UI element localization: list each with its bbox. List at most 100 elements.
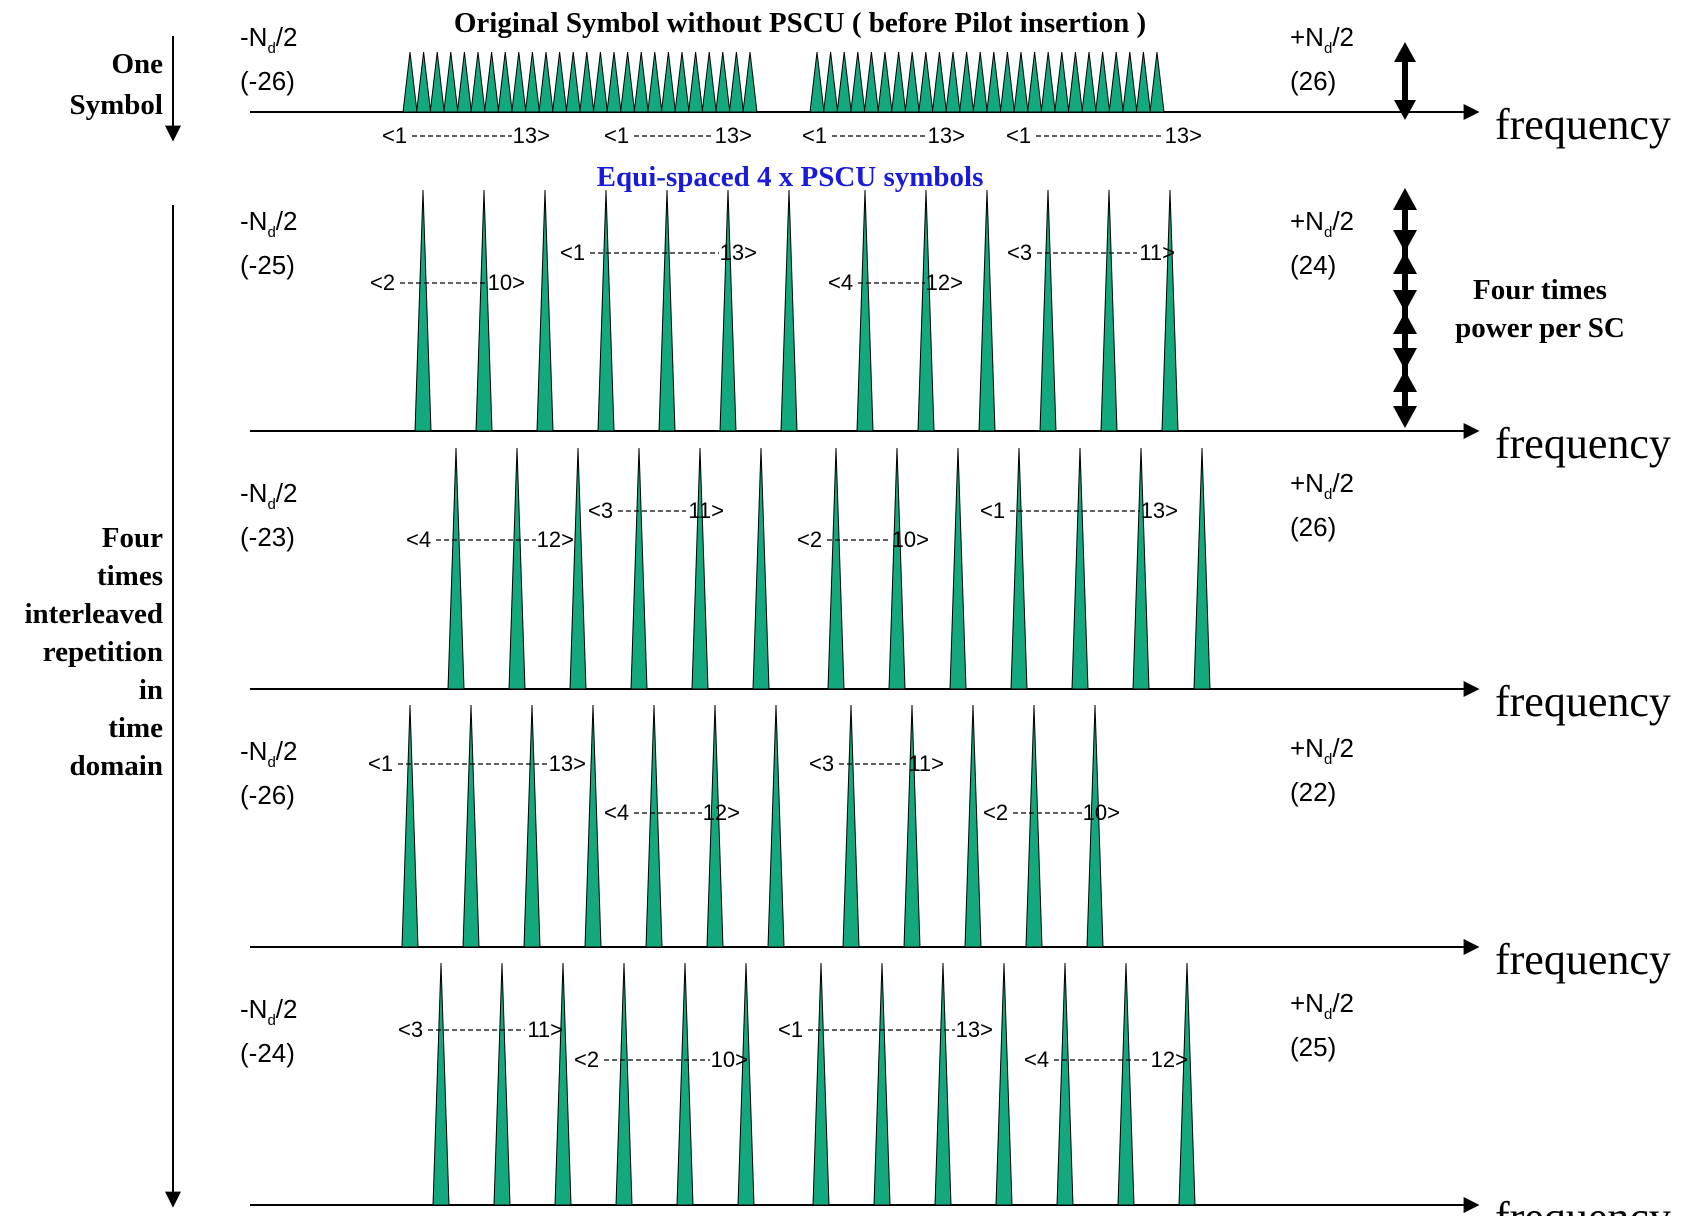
right-edge-formula: +Nd/2	[1290, 988, 1354, 1023]
subcarrier-spike	[570, 448, 586, 689]
subcarrier-spike	[1096, 52, 1110, 112]
subcarrier-spike	[781, 190, 797, 431]
subcarrier-group: <3 11>	[398, 1017, 563, 1042]
subcarrier-spike	[512, 52, 526, 112]
left-edge-formula: -Nd/2	[240, 994, 297, 1029]
diagram-subtitle: Equi-spaced 4 x PSCU symbols	[597, 161, 984, 193]
subcarrier-spike	[987, 52, 1001, 112]
subcarrier-spike	[689, 52, 703, 112]
subcarrier-spike	[498, 52, 512, 112]
subcarrier-spike	[935, 963, 951, 1205]
subcarrier-spike	[692, 448, 708, 689]
four-times-label-line5: in	[139, 674, 163, 706]
subcarrier-spike	[857, 190, 873, 431]
subcarrier-spike	[485, 52, 499, 112]
subcarrier-group: <2 10>	[574, 1047, 748, 1072]
group-end-index: 10>	[892, 527, 929, 552]
one-symbol-label-line2: Symbol	[70, 89, 163, 121]
subcarrier-spike	[996, 963, 1012, 1205]
subcarrier-spike	[1179, 963, 1195, 1205]
left-subscript: d	[267, 1012, 275, 1029]
right-sign: +N	[1290, 22, 1324, 52]
subcarrier-group: <4 12>	[1024, 1047, 1188, 1072]
subcarrier-spike	[824, 52, 838, 112]
subcarrier-spike	[1000, 52, 1014, 112]
subcarrier-spike	[661, 52, 675, 112]
subcarrier-spike	[524, 705, 540, 947]
right-tail: /2	[1332, 733, 1354, 763]
subcarrier-group: <1 13>	[802, 123, 965, 148]
subcarrier-spike	[843, 705, 859, 947]
symbol-row-2: frequency<4 12><3 11><2 10><1 13>-Nd/2(-23)+…	[240, 448, 1671, 726]
subcarrier-spike	[716, 52, 730, 112]
subcarrier-spike	[1011, 448, 1027, 689]
group-end-index: 13>	[715, 123, 752, 148]
subcarrier-spike	[960, 52, 974, 112]
subcarrier-spike	[1194, 448, 1210, 689]
subcarrier-spike	[768, 705, 784, 947]
group-end-index: 11>	[908, 751, 944, 776]
subcarrier-spike	[634, 52, 648, 112]
group-end-index: 13>	[1165, 123, 1202, 148]
subcarrier-spike	[555, 963, 571, 1205]
right-edge-value: (26)	[1290, 512, 1336, 542]
subcarrier-spike	[1068, 52, 1082, 112]
left-edge-formula: -Nd/2	[240, 206, 297, 241]
subcarrier-spike	[539, 52, 553, 112]
left-sign: -N	[240, 478, 267, 508]
subcarrier-spike	[1123, 52, 1137, 112]
left-edge-value: (-25)	[240, 250, 295, 280]
group-end-index: 12>	[703, 800, 740, 825]
subcarrier-spike	[918, 190, 934, 431]
right-subscript: d	[1324, 224, 1332, 241]
subcarrier-spike	[463, 705, 479, 947]
subcarrier-spike	[598, 190, 614, 431]
subcarrier-spike	[1028, 52, 1042, 112]
subcarrier-spike	[675, 52, 689, 112]
subcarrier-spike	[702, 52, 716, 112]
subcarrier-spike	[402, 705, 418, 947]
frequency-axis-label: frequency	[1495, 935, 1671, 984]
group-start-index: <3	[398, 1017, 423, 1042]
group-start-index: <1	[802, 123, 827, 148]
right-subscript: d	[1324, 40, 1332, 57]
subcarrier-spike	[415, 190, 431, 431]
group-start-index: <4	[604, 800, 629, 825]
right-tail: /2	[1332, 22, 1354, 52]
right-subscript: d	[1324, 751, 1332, 768]
subcarrier-spike	[919, 52, 933, 112]
power-note-line1: Four times	[1473, 274, 1607, 306]
subcarrier-spike	[444, 52, 458, 112]
left-tail: /2	[276, 206, 298, 236]
subcarrier-spike	[677, 963, 693, 1205]
subcarrier-spike	[403, 52, 417, 112]
subcarrier-spike	[1082, 52, 1096, 112]
group-end-index: 12>	[926, 270, 963, 295]
left-sign: -N	[240, 994, 267, 1024]
subcarrier-spike	[1055, 52, 1069, 112]
subcarrier-spike	[810, 52, 824, 112]
group-end-index: 12>	[1151, 1047, 1188, 1072]
subcarrier-spike	[433, 963, 449, 1205]
subcarrier-spike	[659, 190, 675, 431]
subcarrier-spike	[585, 705, 601, 947]
subcarrier-spike	[566, 52, 580, 112]
subcarrier-spike	[743, 52, 757, 112]
group-start-index: <1	[980, 498, 1005, 523]
right-sign: +N	[1290, 988, 1324, 1018]
frequency-axis-label: frequency	[1495, 419, 1671, 468]
left-edge-value: (-23)	[240, 522, 295, 552]
symbol-row-3: frequency<1 13><4 12><3 11><2 10>-Nd/2(-26)+…	[240, 705, 1671, 984]
right-edge-formula: +Nd/2	[1290, 733, 1354, 768]
right-sign: +N	[1290, 733, 1324, 763]
group-end-index: 13>	[928, 123, 965, 148]
subcarrier-spike	[892, 52, 906, 112]
group-start-index: <1	[560, 240, 585, 265]
subcarrier-group: <1 13>	[382, 123, 550, 148]
subcarrier-spike	[889, 448, 905, 689]
right-subscript: d	[1324, 1006, 1332, 1023]
group-end-index: 13>	[956, 1017, 993, 1042]
left-tail: /2	[276, 478, 298, 508]
four-times-label-line2: times	[97, 560, 163, 592]
one-symbol-label-line1: One	[111, 48, 163, 80]
